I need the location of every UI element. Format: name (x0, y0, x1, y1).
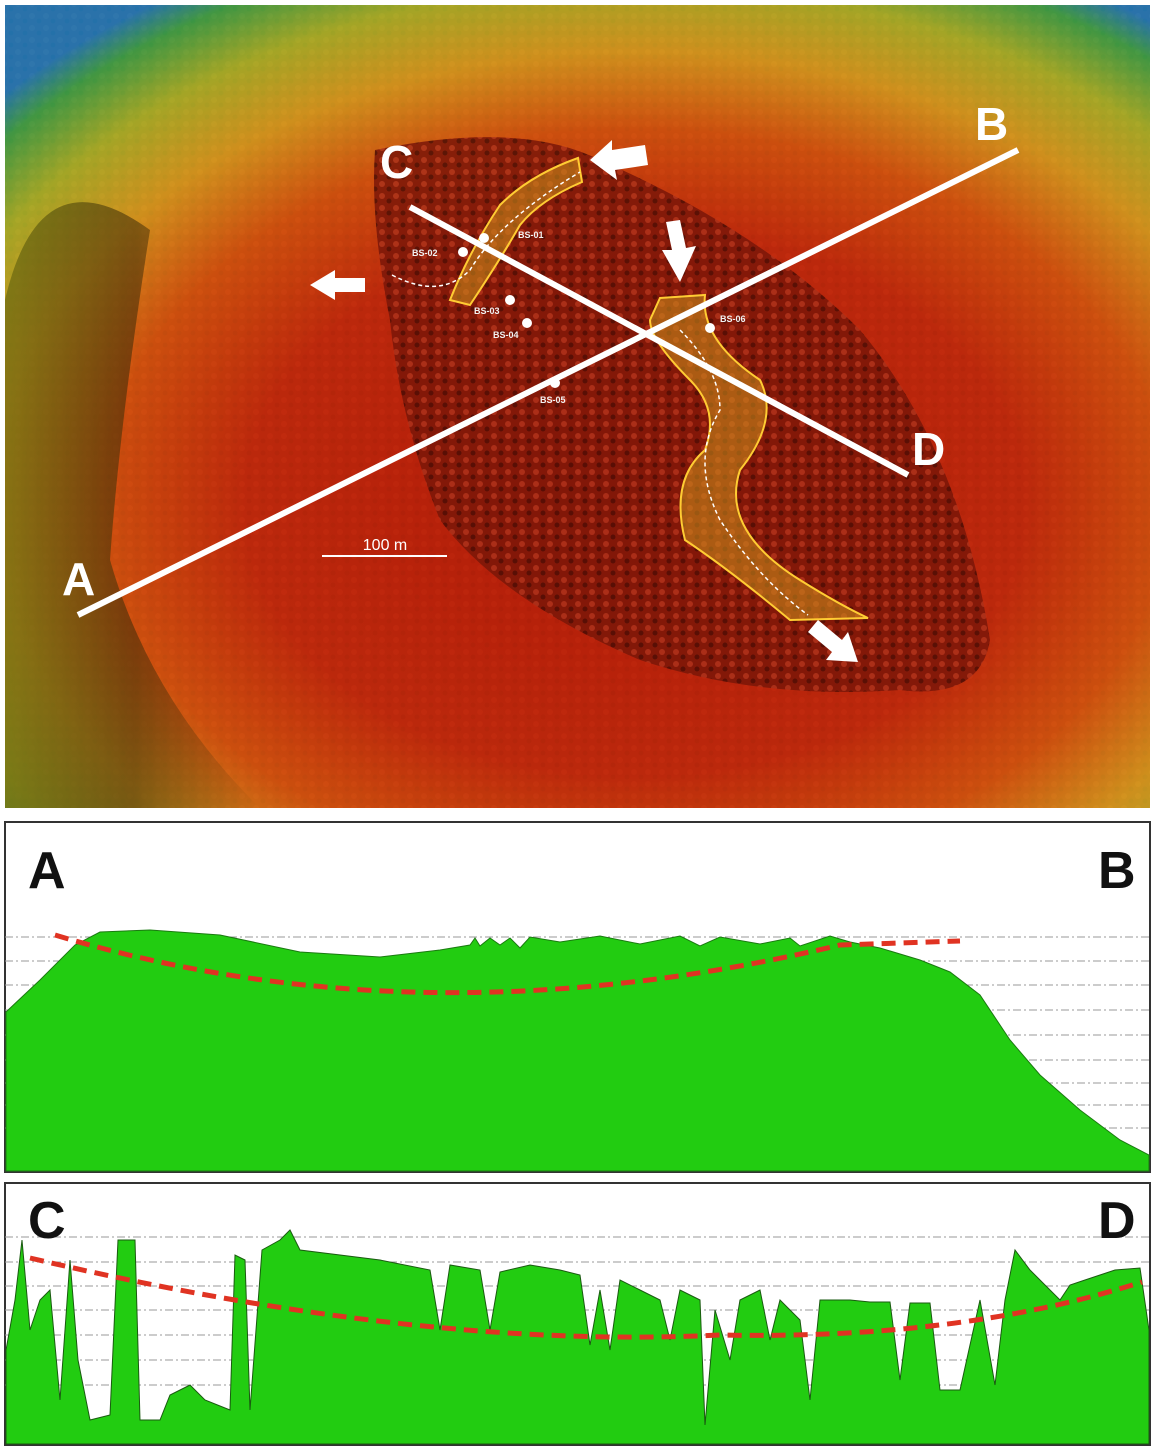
profile-label: A (28, 842, 66, 900)
profile-ab: A B (5, 822, 1150, 1172)
line-label: D (912, 423, 945, 475)
scale-label: 100 m (363, 537, 407, 554)
profile-label: B (1098, 842, 1136, 900)
line-label: A (62, 553, 95, 605)
dem-map: A B C D 100 m BS-01 BS-02 BS-03 BS-04 BS… (5, 5, 1150, 808)
site-point (479, 233, 489, 243)
site-label: BS-06 (720, 314, 746, 324)
site-point (458, 247, 468, 257)
page: {"map": {"profile_lines": [{"start": "A"… (0, 0, 1152, 1448)
figure: A B C D 100 m BS-01 BS-02 BS-03 BS-04 BS… (0, 0, 1152, 1448)
site-label: BS-03 (474, 306, 500, 316)
site-label: BS-05 (540, 395, 566, 405)
profile-label: D (1098, 1192, 1136, 1250)
site-point (522, 318, 532, 328)
site-point (705, 323, 715, 333)
profile-cd: C D (5, 1183, 1150, 1445)
site-label: BS-04 (493, 330, 519, 340)
site-point (505, 295, 515, 305)
site-label: BS-01 (518, 230, 544, 240)
line-label: C (380, 136, 413, 188)
line-label: B (975, 98, 1008, 150)
site-label: BS-02 (412, 248, 438, 258)
profile-label: C (28, 1192, 66, 1250)
site-point (550, 378, 560, 388)
